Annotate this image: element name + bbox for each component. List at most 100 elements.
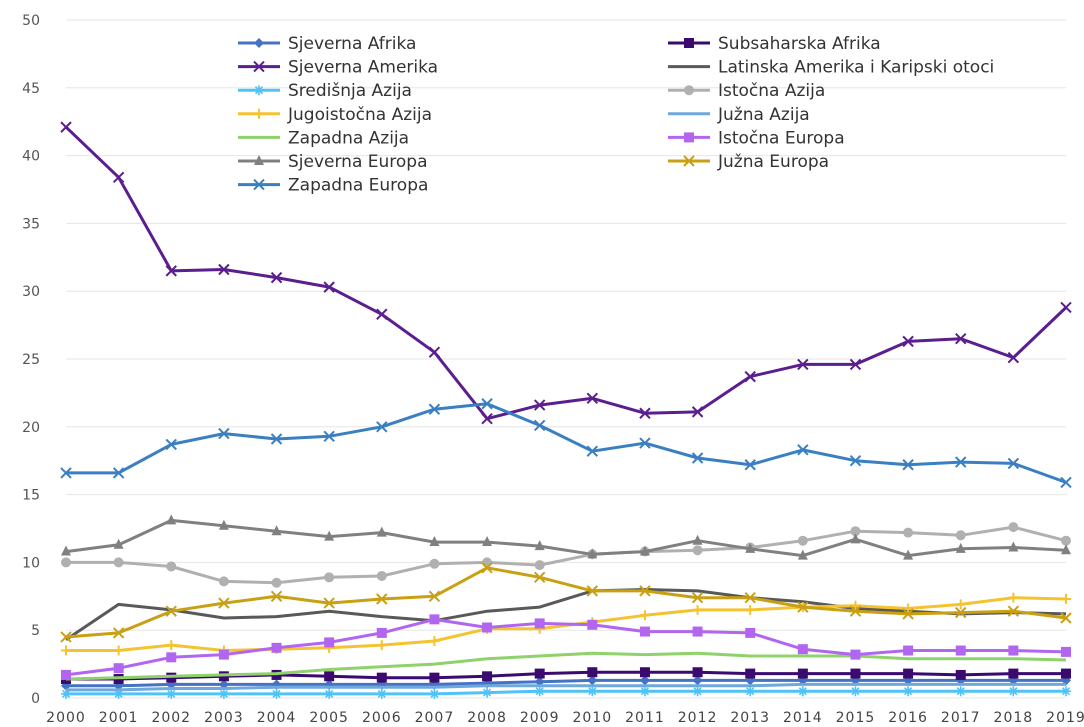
data-point [429,636,440,647]
y-tick-label: 30 [22,284,40,300]
legend-label: Sjeverna Amerika [288,58,438,78]
data-point [797,668,808,679]
legend-label: Istočna Azija [718,81,825,101]
legend-item: Južna Azija [668,105,810,125]
series-line [65,566,1067,639]
data-point [639,585,651,597]
data-point [376,640,387,651]
data-point [429,614,440,625]
data-point [692,626,703,637]
data-point [481,398,493,410]
data-point [849,605,862,617]
data-point [1061,668,1071,679]
data-point [903,549,914,560]
legend-item: Južna Europa [668,152,829,172]
data-point [692,675,703,686]
x-tick-label: 2006 [362,710,402,726]
data-point [324,688,335,699]
data-point [61,669,71,680]
data-point [429,558,440,569]
data-point [639,610,650,621]
data-point [271,642,282,653]
data-point [1008,645,1019,656]
x-tick-label: 2003 [204,710,244,726]
legend-marker [683,155,695,167]
data-point [429,672,440,683]
data-point [586,392,599,405]
legend-label: Sjeverna Afrika [288,34,416,54]
data-point [639,667,650,678]
data-point [955,669,966,680]
data-point [60,631,72,643]
data-point [850,668,861,679]
y-tick-label: 20 [22,420,40,436]
data-point [639,675,650,686]
data-point [324,572,335,583]
y-axis-tick-labels: 0 5 10 15 20 25 30 35 40 45 50 [22,13,40,707]
data-point [955,645,966,656]
series-line [64,126,1068,421]
y-tick-label: 25 [22,352,40,368]
legend-item: Zapadna Europa [238,176,428,196]
x-tick-label: 2001 [99,710,139,726]
data-point [376,627,387,638]
data-point [744,370,756,383]
legend-marker [254,155,264,165]
data-point [955,599,966,610]
data-point [376,421,388,433]
data-point [533,571,546,584]
data-point [534,676,545,687]
data-point [639,626,650,637]
legend-label: Sjeverna Europa [288,152,428,172]
series-line [65,588,1067,641]
series-line [65,617,1067,677]
legend-marker [254,38,264,48]
data-point [218,519,229,530]
data-point [587,667,598,678]
legend: Sjeverna Afrika Subsaharska Afrika Sjevern… [238,34,994,196]
data-point [1008,686,1019,697]
legend-label: Istočna Europa [718,128,845,148]
data-point [482,687,493,698]
data-point [270,590,283,603]
data-point [376,570,387,581]
x-tick-label: 2014 [783,710,823,726]
legend-marker [254,108,264,119]
data-point [745,542,756,553]
y-tick-label: 35 [22,216,40,232]
data-point [166,640,177,651]
data-point [165,438,177,451]
data-point [849,358,862,371]
data-point [797,444,809,456]
legend-item: Sjeverna Europa [238,152,428,172]
x-tick-label: 2005 [309,710,349,726]
y-tick-label: 50 [22,13,40,29]
data-point [429,688,440,699]
data-point [165,605,177,617]
y-tick-label: 45 [22,81,40,97]
x-tick-label: 2007 [415,710,455,726]
data-point [112,171,125,184]
y-tick-label: 40 [22,149,40,165]
series-8 [65,651,1067,681]
data-point [428,346,441,358]
data-point [60,121,72,133]
series-line [65,651,1067,681]
data-point [165,265,177,277]
data-point [270,433,283,445]
gridlines [66,19,1066,699]
legend-marker [684,132,694,143]
legend-marker [254,85,264,96]
data-point [533,399,546,411]
data-point [692,534,703,545]
data-point [691,406,704,418]
data-point [797,535,808,546]
data-point [482,622,493,633]
data-point [323,430,335,442]
data-point [1061,544,1071,555]
data-point [324,637,335,648]
legend-label: Zapadna Europa [288,176,428,196]
series-10 [61,514,1071,560]
data-point [376,308,388,320]
x-tick-label: 2002 [151,710,191,726]
